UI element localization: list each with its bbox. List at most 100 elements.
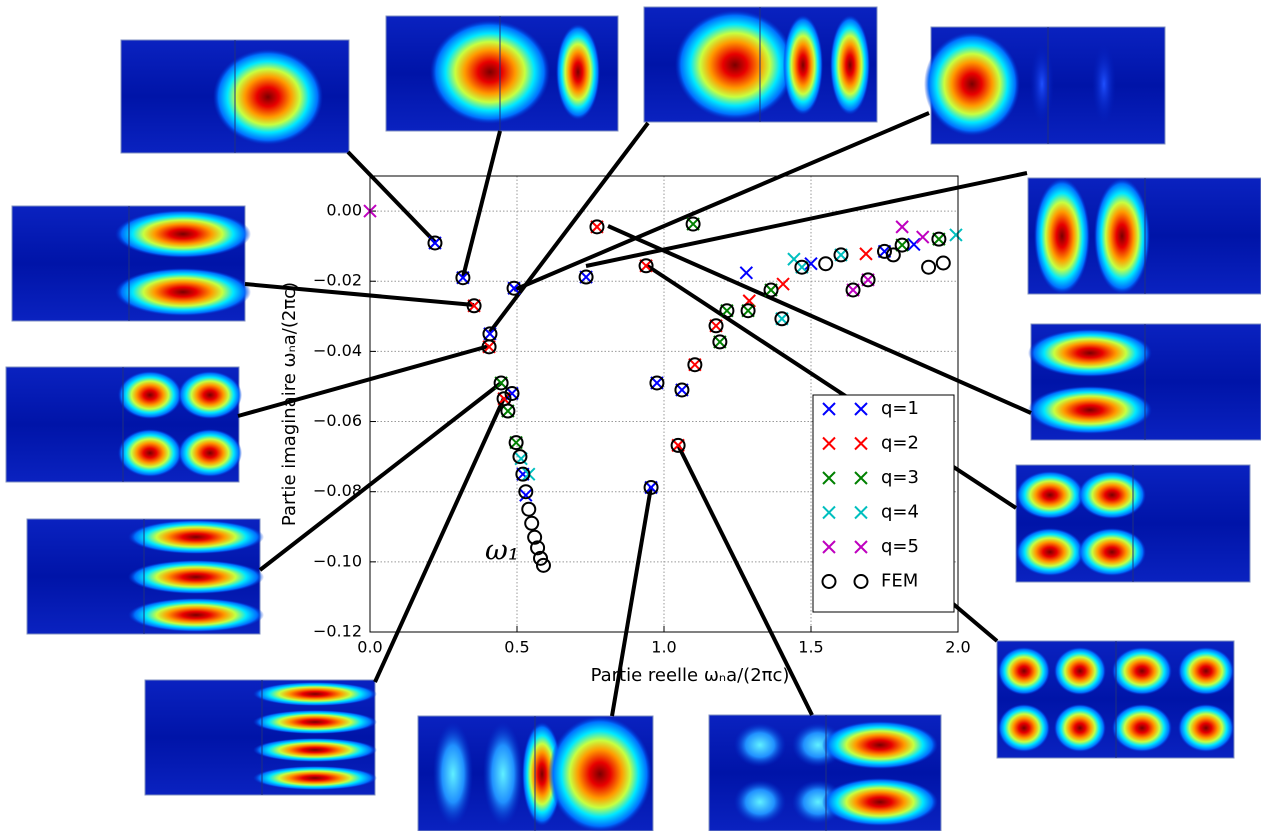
mode-lobe: [783, 15, 823, 115]
x-marker: [907, 237, 921, 252]
mode-lobe: [734, 723, 786, 767]
mode-image: [1015, 464, 1251, 583]
circle-marker: [818, 256, 834, 272]
circle-marker: [670, 437, 686, 453]
circle-marker: [931, 231, 947, 247]
x-marker: [822, 505, 836, 520]
legend: q=1 q=2 q=3 q=4 q=5 FEM: [812, 394, 955, 613]
connector: [607, 224, 1032, 415]
y-tick-label: −0.06: [313, 411, 362, 430]
x-tick-label: 2.0: [945, 638, 970, 657]
annotation: ω₁: [485, 534, 519, 567]
mode-lobe: [1092, 44, 1116, 124]
y-tick-label: −0.10: [313, 551, 362, 570]
mode-lobe: [1178, 647, 1234, 695]
circle-marker: [845, 282, 861, 298]
circle-marker: [877, 243, 892, 259]
legend-label: q=2: [881, 433, 919, 454]
x-axis-label: Partie reelle ωₙa/(2πc): [591, 665, 790, 686]
mode-lobe: [430, 20, 550, 124]
mode-image: [120, 39, 350, 154]
circle-marker: [708, 318, 724, 334]
mode-image: [708, 714, 942, 832]
circle-marker: [638, 258, 654, 274]
mode-lobe: [128, 520, 264, 554]
mode-lobe: [822, 778, 938, 826]
legend-label: q=5: [881, 536, 919, 557]
x-marker: [916, 230, 930, 244]
y-tick-label: −0.08: [313, 481, 362, 500]
circle-marker: [853, 574, 869, 589]
x-marker: [949, 228, 963, 242]
x-marker: [822, 471, 836, 485]
mode-lobe: [1016, 471, 1084, 519]
connector: [258, 381, 503, 572]
x-tick-label: 1.5: [798, 638, 823, 657]
circle-marker: [493, 375, 509, 391]
mode-lobe: [1112, 704, 1172, 752]
mode-lobe: [1078, 471, 1146, 519]
connector: [244, 282, 475, 307]
circle-marker: [527, 529, 543, 545]
circle-marker: [674, 382, 690, 398]
mode-lobe: [1112, 647, 1172, 695]
x-marker: [854, 505, 868, 520]
circle-marker: [719, 303, 735, 319]
connector: [346, 150, 437, 244]
mode-lobe: [253, 682, 377, 706]
x-marker: [822, 540, 836, 554]
mode-lobe: [822, 721, 938, 769]
connector: [513, 111, 930, 292]
circle-marker: [521, 501, 537, 517]
x-marker: [854, 540, 868, 554]
mode-lobe: [1016, 528, 1084, 576]
x-marker: [854, 402, 868, 416]
circle-marker: [518, 484, 534, 500]
y-axis-label: Partie imaginaire ωₙa/(2πc): [279, 282, 300, 526]
mode-lobe: [115, 210, 251, 258]
mode-lobe: [128, 598, 264, 632]
x-tick-label: 1.0: [651, 638, 676, 657]
circle-marker: [533, 550, 549, 566]
circle-marker: [712, 334, 728, 350]
circle-marker: [589, 219, 605, 235]
circle-marker: [427, 235, 443, 251]
mode-image: [144, 679, 377, 796]
mode-lobe: [213, 49, 323, 145]
circle-marker: [504, 385, 520, 401]
circle-marker: [530, 540, 546, 556]
circle-marker: [921, 259, 937, 275]
x-marker: [895, 220, 909, 234]
circle-marker: [774, 311, 790, 327]
y-tick-label: −0.12: [313, 622, 362, 641]
x-marker: [776, 277, 790, 291]
connector: [461, 130, 502, 278]
x-marker: [854, 436, 868, 451]
circle-marker: [687, 357, 703, 373]
x-marker: [739, 266, 754, 280]
mode-images: [5, 6, 1261, 832]
x-marker: [854, 471, 868, 485]
circle-marker: [685, 216, 701, 232]
circle-marker: [935, 255, 951, 271]
mode-lobe: [1054, 647, 1106, 695]
circle-marker: [481, 339, 497, 355]
legend-label: q=3: [881, 467, 919, 488]
circle-marker: [524, 515, 540, 531]
mode-image: [643, 6, 878, 123]
connector: [237, 344, 490, 418]
mode-lobe: [1030, 44, 1054, 124]
circle-marker: [794, 259, 810, 275]
x-marker: [804, 256, 818, 271]
mode-lobe: [1054, 704, 1106, 752]
labels: Partie reelle ωₙa/(2πc) Partie imaginair…: [279, 201, 971, 686]
circle-marker: [833, 247, 849, 263]
circle-marker: [535, 557, 551, 573]
mode-lobe: [998, 647, 1050, 695]
mode-lobe: [1078, 528, 1146, 576]
mode-lobe: [998, 704, 1050, 752]
mode-lobe: [483, 722, 523, 826]
mode-image: [5, 366, 242, 483]
